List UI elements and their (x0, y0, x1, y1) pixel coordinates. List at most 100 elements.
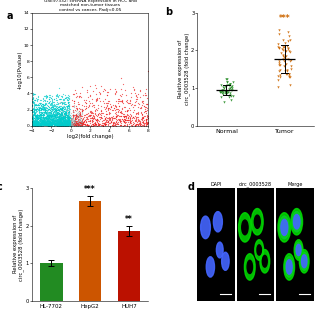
Point (60, 117, 65, 122)
Point (127, 121, 132, 126)
Point (66, 119, 71, 124)
Point (52, 121, 57, 126)
Point (65, 120, 70, 125)
Point (60, 112, 65, 117)
Point (57, 111, 62, 116)
Point (108, 118, 114, 124)
Point (78, 111, 83, 116)
Point (66, 100, 71, 105)
Point (54, 110, 60, 115)
Point (41, 113, 46, 118)
Point (53, 121, 58, 126)
Point (141, 114, 146, 119)
Point (37, 116, 42, 121)
Point (46, 117, 51, 123)
Point (56, 122, 61, 127)
Point (60, 113, 65, 118)
Point (69, 116, 74, 121)
Point (37, 115, 42, 120)
Point (57, 107, 62, 112)
Point (281, 44, 286, 50)
Point (76, 123, 81, 128)
Point (37, 108, 42, 113)
Point (59, 104, 64, 109)
Point (80, 122, 85, 127)
Point (49, 97, 54, 102)
Point (64, 115, 69, 120)
Point (60, 106, 66, 111)
Point (43, 116, 48, 121)
Point (132, 102, 137, 107)
Point (57, 122, 62, 127)
Point (67, 115, 72, 120)
Point (74, 106, 79, 111)
Point (53, 122, 59, 127)
Point (56, 121, 61, 126)
Point (62, 108, 68, 114)
Point (98, 121, 103, 126)
Point (59, 111, 64, 116)
Point (31, 120, 36, 125)
Point (62, 101, 67, 106)
Point (63, 121, 68, 126)
Point (38, 100, 43, 105)
Point (106, 115, 111, 120)
Point (138, 121, 143, 126)
Point (30, 108, 35, 113)
Point (30, 92, 36, 97)
Point (67, 114, 72, 119)
Point (38, 102, 43, 107)
Point (34, 122, 39, 127)
Point (112, 116, 117, 121)
Point (32, 102, 37, 107)
Point (67, 119, 72, 124)
Point (113, 117, 118, 122)
Point (110, 121, 115, 126)
Point (35, 121, 40, 126)
Point (133, 115, 138, 120)
Point (34, 114, 39, 119)
Point (44, 122, 50, 127)
Point (79, 119, 84, 124)
Point (66, 121, 71, 126)
Text: a: a (6, 11, 13, 20)
Point (117, 116, 122, 122)
Ellipse shape (255, 240, 264, 260)
Point (128, 123, 133, 128)
Point (45, 112, 50, 117)
Point (102, 122, 108, 127)
Point (65, 118, 70, 123)
Point (65, 93, 70, 98)
Point (143, 117, 148, 122)
Point (52, 113, 57, 118)
Point (60, 122, 65, 127)
Point (41, 102, 46, 107)
Point (41, 119, 46, 124)
Point (30, 120, 36, 125)
Point (108, 117, 113, 123)
Point (46, 104, 51, 109)
Point (82, 118, 87, 123)
Point (113, 104, 118, 109)
Point (62, 120, 67, 125)
Point (56, 118, 61, 124)
Point (46, 119, 52, 124)
Point (43, 119, 48, 124)
Point (33, 116, 38, 121)
Point (47, 113, 52, 118)
Point (50, 108, 55, 113)
Point (42, 115, 47, 120)
Point (123, 104, 128, 109)
Point (85, 117, 90, 122)
Point (57, 110, 62, 116)
Point (44, 118, 49, 123)
Point (58, 121, 63, 126)
Point (30, 107, 35, 112)
Point (36, 118, 41, 123)
Point (47, 112, 52, 117)
Point (45, 111, 51, 116)
Point (56, 122, 61, 127)
Point (56, 123, 61, 128)
Point (72, 120, 77, 125)
Point (134, 96, 139, 101)
